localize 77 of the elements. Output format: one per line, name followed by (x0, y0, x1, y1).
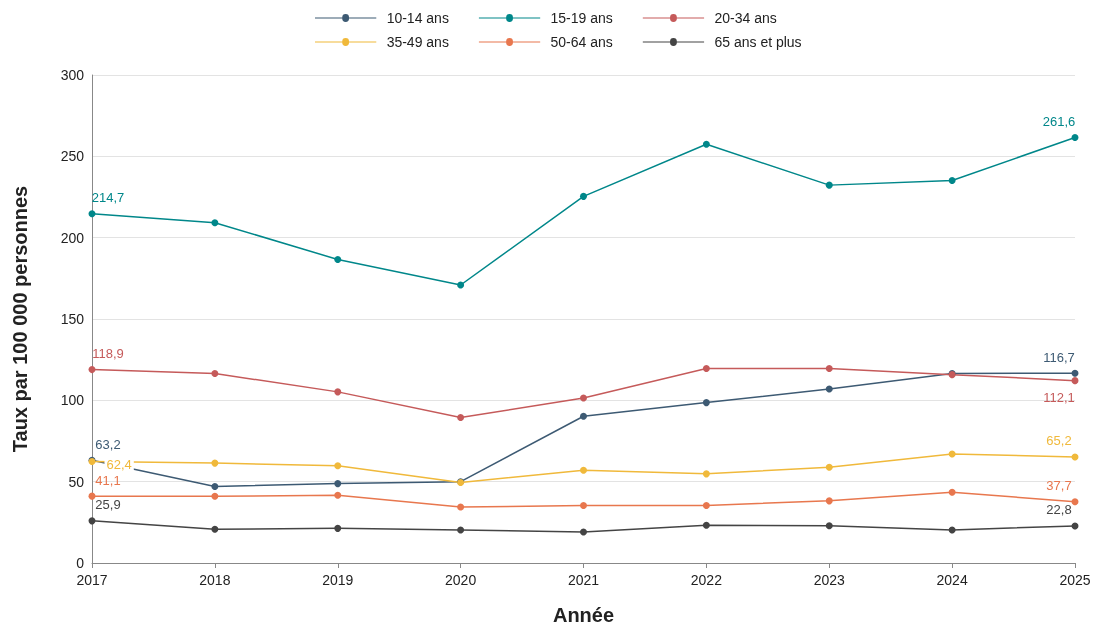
point (580, 394, 587, 402)
data-label: 63,2 (95, 436, 121, 452)
data-label: 214,7 (91, 190, 125, 206)
data-label: 118,9 (92, 346, 124, 362)
point (211, 525, 219, 533)
point (702, 521, 710, 529)
y-tick-label: 50 (68, 473, 85, 490)
point (334, 480, 342, 488)
point (88, 210, 96, 218)
point (702, 399, 710, 407)
y-tick-label: 100 (60, 392, 85, 409)
point (334, 255, 342, 263)
legend-label: 10-14 ans (386, 10, 449, 26)
point (334, 524, 342, 532)
point (211, 459, 219, 467)
point (702, 140, 710, 148)
point (580, 192, 587, 200)
x-tick-label: 2018 (199, 572, 231, 588)
point (825, 181, 833, 189)
data-label: 65,2 (1046, 433, 1072, 449)
point (702, 501, 710, 509)
point (580, 466, 587, 474)
point (457, 413, 465, 421)
y-tick-label: 150 (60, 311, 85, 327)
data-label: 261,6 (1042, 113, 1076, 129)
x-tick-label: 2025 (1059, 572, 1091, 588)
point (211, 369, 219, 377)
data-label: 25,9 (95, 497, 121, 513)
point (825, 497, 833, 505)
data-label: 62,4 (106, 457, 132, 472)
point (825, 385, 833, 393)
point (457, 281, 465, 289)
point (457, 503, 465, 511)
y-axis-title: Taux par 100 000 personnes (9, 185, 31, 453)
point (1071, 498, 1079, 506)
point (334, 491, 342, 499)
x-tick-label: 2024 (936, 572, 968, 588)
x-tick-label: 2017 (76, 572, 108, 588)
point (334, 388, 342, 396)
data-label: 112,1 (1043, 390, 1075, 406)
point (580, 501, 587, 509)
point (1071, 377, 1079, 385)
point (580, 528, 587, 536)
point (948, 488, 956, 496)
x-tick-label: 2023 (813, 572, 846, 588)
legend-label: 65 ans et plus (714, 34, 802, 50)
point (88, 366, 96, 374)
point (825, 364, 833, 372)
point (825, 463, 833, 471)
legend-label: 35-49 ans (386, 34, 449, 50)
data-label: 37,7 (1046, 478, 1072, 494)
y-tick-label: 300 (60, 67, 85, 83)
point (825, 522, 833, 530)
x-tick-label: 2020 (445, 572, 477, 588)
legend-label: 20-34 ans (714, 10, 777, 26)
x-tick-label: 2019 (322, 572, 354, 588)
point (580, 412, 587, 420)
point (1071, 133, 1079, 141)
point (948, 177, 956, 185)
x-axis-title: Année (552, 604, 615, 626)
y-tick-label: 250 (60, 148, 85, 165)
legend-label: 15-19 ans (550, 10, 613, 26)
x-tick-label: 2021 (567, 572, 600, 588)
point (211, 483, 219, 491)
y-tick-label: 200 (60, 229, 85, 246)
data-label: 116,7 (1043, 349, 1075, 365)
point (457, 526, 465, 534)
point (334, 462, 342, 470)
data-label: 22,8 (1046, 502, 1072, 518)
data-label: 41,1 (95, 472, 121, 488)
legend-label: 50-64 ans (550, 34, 613, 50)
point (211, 492, 219, 500)
point (211, 219, 219, 227)
point (702, 364, 710, 372)
point (702, 470, 710, 478)
x-tick-label: 2022 (690, 572, 723, 588)
y-tick-label: 0 (76, 555, 85, 571)
